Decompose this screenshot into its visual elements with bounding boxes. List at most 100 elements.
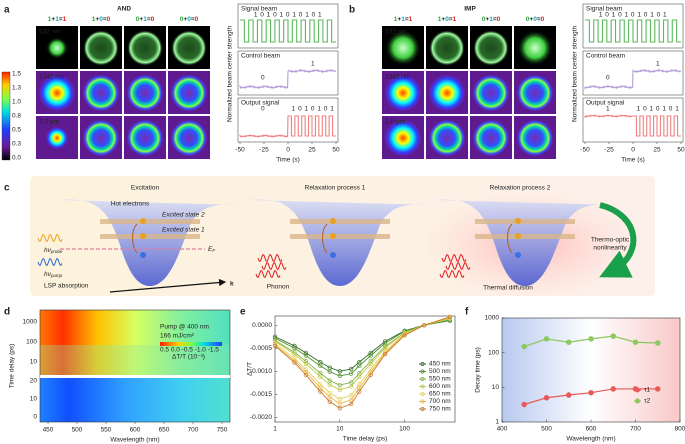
x-tick-label: 500 xyxy=(72,427,83,434)
bit-label: 1 xyxy=(311,61,315,68)
beam-image xyxy=(127,75,163,111)
x-tick-label: 650 xyxy=(159,427,170,434)
data-point xyxy=(349,366,354,372)
equation-part: 0 xyxy=(180,16,184,23)
data-point xyxy=(368,350,373,356)
phonon-wave xyxy=(257,253,283,263)
legend-label: 550 nm xyxy=(429,376,451,383)
colorbar-tick: 0.0 xyxy=(12,155,21,162)
x-tick-label: 550 xyxy=(101,427,112,434)
beam-image xyxy=(385,120,421,156)
beam-image xyxy=(83,120,119,156)
bit-label: 1 0 1 0 1 0 1 xyxy=(292,106,335,113)
equation-part: + xyxy=(139,16,143,23)
y-tick-label: 1000 xyxy=(485,315,500,322)
bit-label: 0 xyxy=(261,106,265,113)
data-point xyxy=(543,395,550,401)
data-point xyxy=(318,363,323,368)
colorbar xyxy=(1,71,11,161)
equation-part: 1 xyxy=(453,16,457,23)
data-point xyxy=(357,374,362,379)
data-point xyxy=(402,333,407,338)
data-point xyxy=(327,382,332,387)
panel-label: d xyxy=(4,307,10,318)
equation-part: 0 xyxy=(99,16,103,23)
x-tick-label: 500 xyxy=(541,426,552,433)
legend-label: τ2 xyxy=(644,398,651,405)
equation: 0+0=0 xyxy=(180,16,199,23)
heat-wave xyxy=(441,253,467,263)
wavelength-label: 532 nm xyxy=(385,29,407,36)
equation-part: 1 xyxy=(438,16,442,23)
legend-marker xyxy=(420,369,425,374)
x-tick-label: 10 xyxy=(336,426,344,433)
equation: 1+0=0 xyxy=(92,16,111,23)
k-label: k xyxy=(230,281,234,288)
thermal-label: Thermal diffusion xyxy=(483,285,533,292)
beam-image xyxy=(385,30,421,66)
data-point xyxy=(588,389,594,396)
equation-part: 1 xyxy=(409,16,413,23)
data-point xyxy=(327,394,332,400)
beam-image xyxy=(83,30,119,66)
data-point xyxy=(337,396,342,402)
data-point xyxy=(521,343,527,350)
beam-image xyxy=(517,30,553,66)
y-axis-label: Time delay (ps) xyxy=(9,344,16,389)
y-tick-label: -0.0015 xyxy=(250,391,272,398)
equation: 1+1=1 xyxy=(394,16,413,23)
x-tick-label: 750 xyxy=(217,427,228,434)
legend-marker xyxy=(420,407,425,411)
equation-part: 0 xyxy=(497,16,501,23)
data-point xyxy=(349,380,354,385)
legend-marker xyxy=(420,384,425,389)
thermo-optic-label: Thermo-optic xyxy=(591,237,630,244)
electron xyxy=(515,233,521,239)
electron xyxy=(140,252,146,258)
data-point xyxy=(303,367,309,372)
panel-label: a xyxy=(4,5,10,16)
data-point xyxy=(382,345,388,350)
equation-part: 0 xyxy=(195,16,199,23)
data-point xyxy=(318,374,323,379)
legend-marker xyxy=(420,377,425,381)
colorbar-tick: 1.3 xyxy=(12,85,21,92)
fluence-note: 166 mJ/cm² xyxy=(160,333,195,340)
equation: 1+0=1 xyxy=(438,16,457,23)
data-point xyxy=(349,397,354,403)
legend-label: 500 nm xyxy=(429,368,451,375)
state-label: Excited state 2 xyxy=(162,212,205,219)
data-point xyxy=(349,371,354,376)
equation: 0+0=0 xyxy=(526,16,545,23)
y-tick-label: 10 xyxy=(30,396,38,403)
x-tick-label: 800 xyxy=(675,426,685,433)
trace-signal xyxy=(584,114,681,137)
k-axis xyxy=(109,278,227,293)
stage-title: Relaxation process 1 xyxy=(305,185,366,192)
transition-arrow xyxy=(322,223,328,254)
electron xyxy=(330,233,336,239)
probe-wave xyxy=(37,233,63,243)
beam-image xyxy=(473,75,509,111)
data-point xyxy=(654,386,661,392)
electron xyxy=(140,233,146,239)
phonon-label: Phonon xyxy=(267,284,290,291)
data-point xyxy=(349,401,354,407)
series-line xyxy=(274,316,451,409)
x-axis-label: Wavelength (nm) xyxy=(110,437,159,444)
x-tick-label: 700 xyxy=(188,427,199,434)
trace-signal xyxy=(585,19,681,43)
beam-image xyxy=(473,30,509,66)
x-axis-label: Time delay (ps) xyxy=(343,436,388,443)
trace-label: Signal beam xyxy=(586,6,622,13)
subscript: probe xyxy=(50,249,63,254)
data-point xyxy=(368,361,373,367)
data-point xyxy=(327,399,332,404)
data-point xyxy=(272,335,278,341)
equation-part: = xyxy=(191,16,195,23)
pump-label: hνpump xyxy=(44,271,63,278)
legend-marker xyxy=(634,387,641,393)
x-tick-label: 100 xyxy=(399,426,410,433)
stage-title: Excitation xyxy=(131,185,160,192)
